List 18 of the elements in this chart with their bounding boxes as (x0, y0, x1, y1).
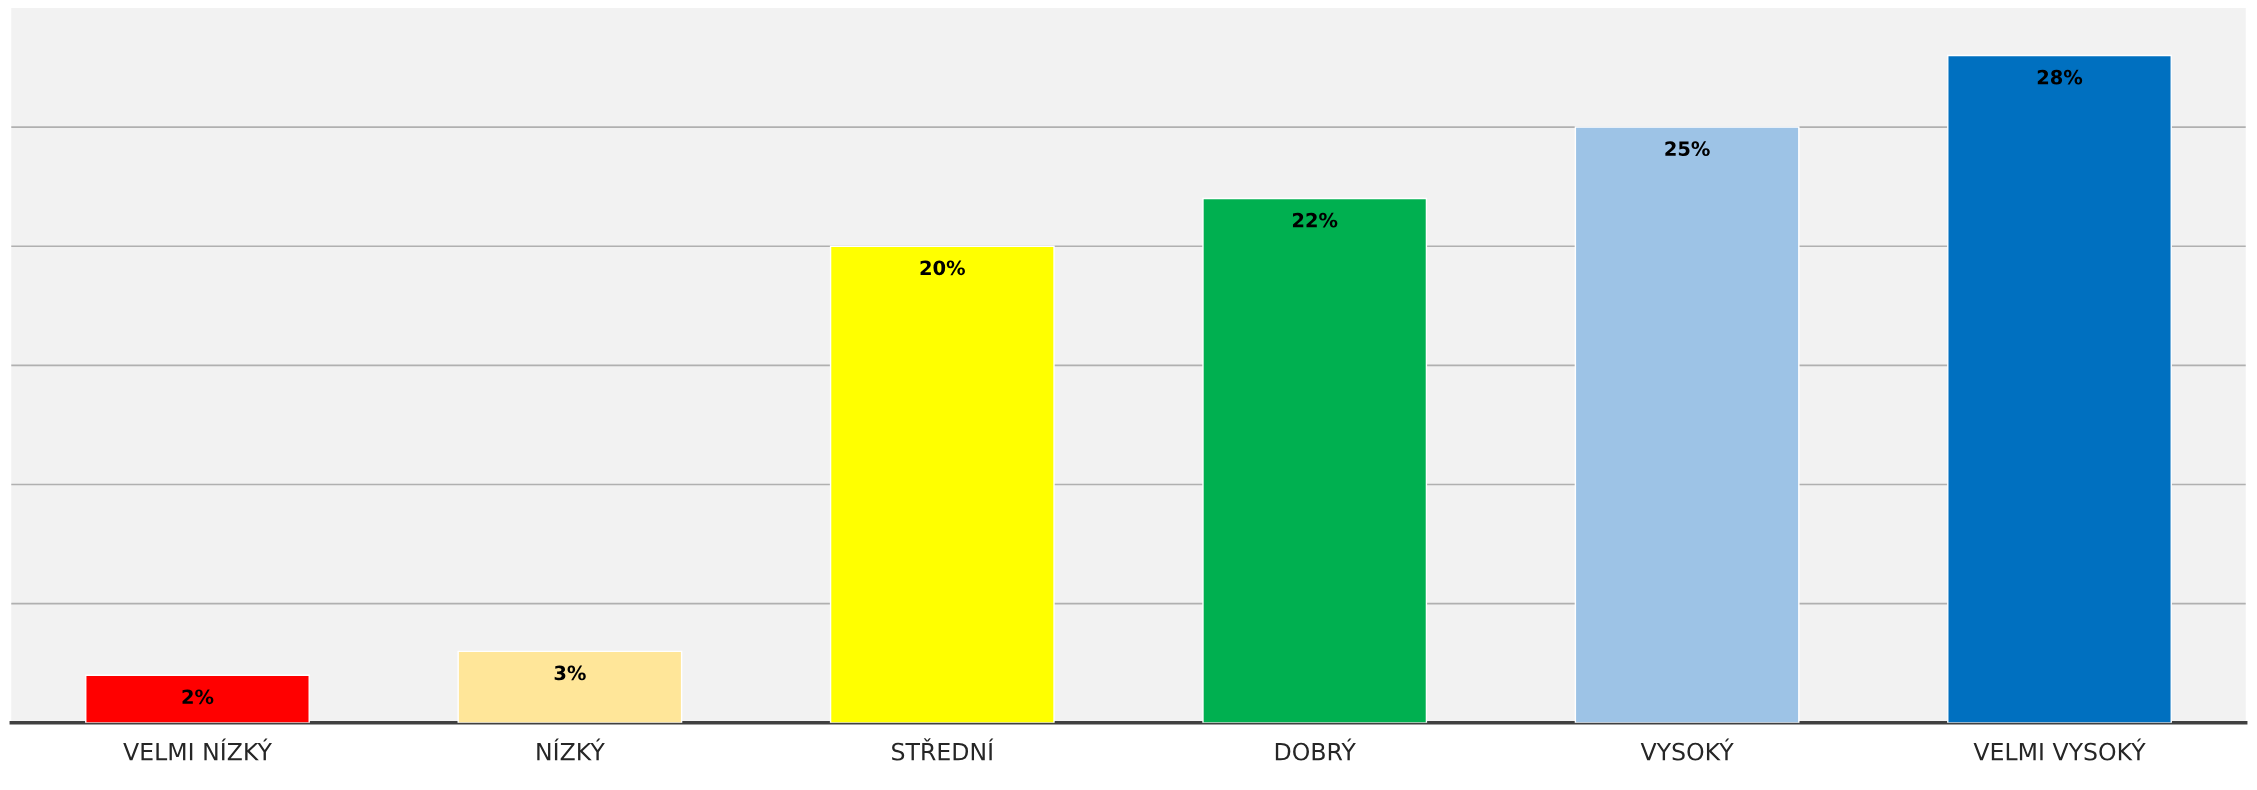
data-label: 28% (2037, 69, 2083, 85)
x-tick-label: DOBRÝ (1275, 738, 1356, 761)
x-tick-label: VELMI VYSOKÝ (1973, 738, 2146, 761)
x-tick-label: STŘEDNÍ (892, 738, 994, 761)
bar (1574, 126, 1800, 723)
bar (1202, 197, 1428, 723)
data-label: 20% (920, 260, 965, 276)
bar (1947, 54, 2172, 723)
bar (829, 245, 1055, 723)
data-label: 3% (554, 665, 586, 681)
x-tick-label: VELMI NÍZKÝ (123, 738, 272, 761)
bar (457, 650, 683, 723)
data-label: 2% (182, 689, 214, 705)
bar (85, 674, 310, 723)
data-label: 22% (1292, 212, 1338, 228)
x-tick-label: NÍZKÝ (537, 738, 605, 761)
x-tick-label: VYSOKÝ (1640, 738, 1734, 761)
data-label: 25% (1665, 141, 1710, 156)
